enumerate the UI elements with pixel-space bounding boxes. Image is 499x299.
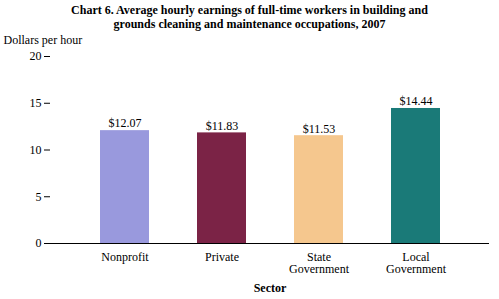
svg-text:StateGovernment: StateGovernment [289,250,350,276]
svg-text:$11.53: $11.53 [303,121,336,135]
svg-text:$11.83: $11.83 [206,119,239,133]
svg-text:$12.07: $12.07 [109,116,142,130]
svg-text:15: 15 [30,96,42,110]
svg-text:LocalGovernment: LocalGovernment [386,250,447,276]
svg-text:Private: Private [205,250,239,264]
svg-text:20: 20 [30,49,42,63]
svg-text:Dollars per hour: Dollars per hour [4,33,83,47]
svg-text:10: 10 [30,143,42,157]
svg-text:Sector: Sector [254,280,287,294]
svg-text:$14.44: $14.44 [400,94,433,108]
svg-text:5: 5 [36,189,42,203]
svg-text:Nonprofit: Nonprofit [101,250,149,264]
html-text:Chart 6. Average hourly earnin: Chart 6. Average hourly earnings of full… [71,3,428,32]
svg-text:0: 0 [36,236,42,250]
